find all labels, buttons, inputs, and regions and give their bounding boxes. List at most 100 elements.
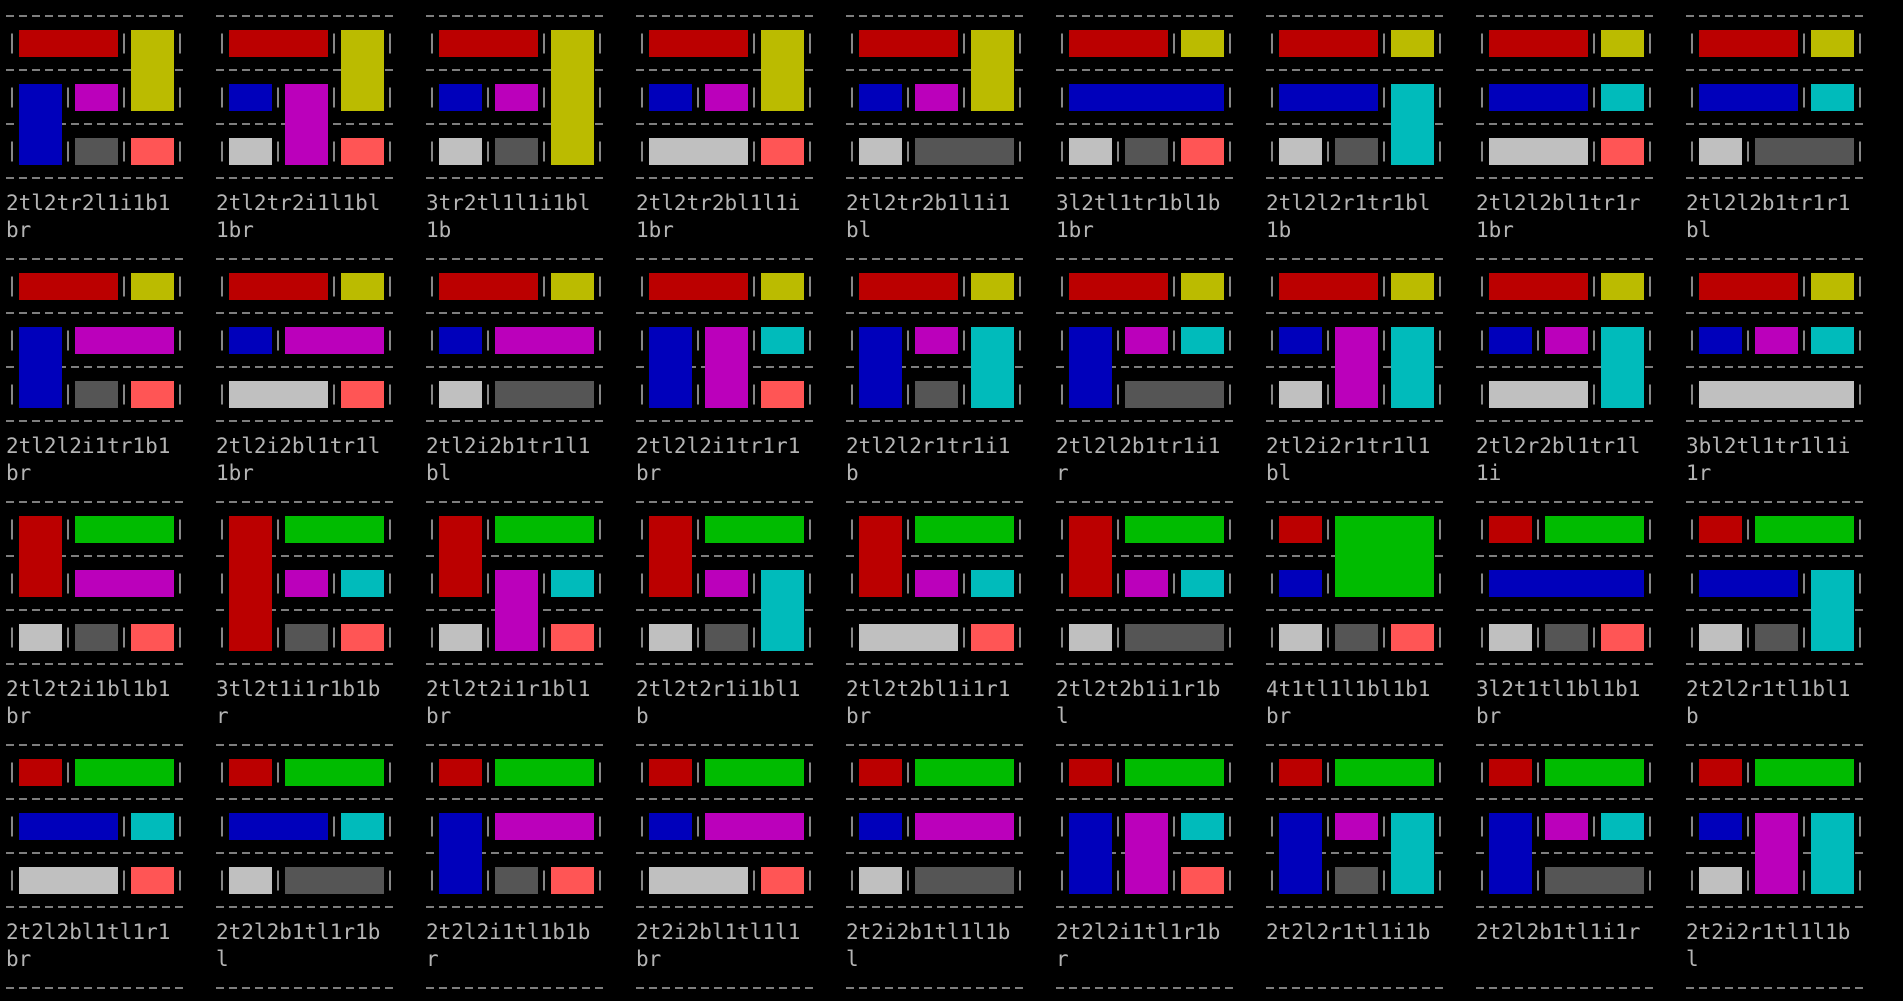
color-block <box>761 381 804 408</box>
color-block <box>915 138 1014 165</box>
color-block <box>761 867 804 894</box>
color-block <box>341 138 384 165</box>
color-block <box>1811 84 1854 111</box>
color-block <box>1069 30 1168 57</box>
color-block <box>1335 516 1434 597</box>
color-block <box>1181 570 1224 597</box>
color-block <box>1489 30 1588 57</box>
color-block <box>649 30 748 57</box>
color-block <box>1811 273 1854 300</box>
color-block <box>1755 813 1798 894</box>
layout-label: l <box>846 947 859 971</box>
layout-label: r <box>216 704 229 728</box>
layout-label: br <box>1476 704 1501 728</box>
color-block <box>915 84 958 111</box>
color-block <box>1335 867 1378 894</box>
color-block <box>1545 759 1644 786</box>
layout-label: 1br <box>216 218 254 242</box>
color-block <box>75 516 174 543</box>
color-block <box>19 813 118 840</box>
color-block <box>1279 759 1322 786</box>
layout-label: br <box>6 461 31 485</box>
color-block <box>495 867 538 894</box>
color-block <box>1125 138 1168 165</box>
color-block <box>1489 759 1532 786</box>
color-block <box>1181 273 1224 300</box>
color-block <box>1699 327 1742 354</box>
color-block <box>859 327 902 408</box>
color-block <box>705 570 748 597</box>
layout-label: r <box>1056 947 1069 971</box>
layout-label: 2t2i2b1tl1l1b <box>846 920 1010 944</box>
layout-label: bl <box>426 461 451 485</box>
color-block <box>439 516 482 597</box>
color-block <box>495 813 594 840</box>
layout-label: br <box>1266 704 1291 728</box>
color-block <box>1699 516 1742 543</box>
color-block <box>341 273 384 300</box>
color-block <box>551 867 594 894</box>
color-block <box>229 813 328 840</box>
color-block <box>19 84 62 165</box>
color-block <box>1601 84 1644 111</box>
color-block <box>1279 381 1322 408</box>
layout-label: 2tl2t2b1i1r1b <box>1056 677 1220 701</box>
color-block <box>229 138 272 165</box>
layout-label: 2tl2tr2b1l1i1 <box>846 191 1010 215</box>
color-block <box>971 570 1014 597</box>
color-block <box>1489 516 1532 543</box>
color-block <box>859 813 902 840</box>
color-block <box>1181 867 1224 894</box>
color-block <box>859 624 958 651</box>
layout-label: 3tr2tl1l1i1bl <box>426 191 590 215</box>
color-block <box>439 624 482 651</box>
color-block <box>439 813 482 894</box>
color-block <box>649 867 748 894</box>
color-block <box>915 570 958 597</box>
color-block <box>1279 273 1378 300</box>
color-block <box>705 813 804 840</box>
layout-label: 3bl2tl1tr1l1i <box>1686 434 1850 458</box>
color-block <box>439 759 482 786</box>
color-block <box>229 84 272 111</box>
layout-label: 2t2l2bl1tl1r1 <box>6 920 170 944</box>
color-block <box>649 624 692 651</box>
layout-label: 1i <box>1476 461 1501 485</box>
color-block <box>1755 327 1798 354</box>
color-block <box>915 759 1014 786</box>
color-block <box>1811 30 1854 57</box>
color-block <box>1489 624 1532 651</box>
layout-label: 2tl2l2bl1tr1r <box>1476 191 1640 215</box>
color-block <box>1279 813 1322 894</box>
color-block <box>19 273 118 300</box>
color-block <box>439 273 538 300</box>
color-block <box>1755 624 1798 651</box>
color-block <box>19 867 118 894</box>
color-block <box>439 138 482 165</box>
layout-label: 2tl2tr2i1l1bl <box>216 191 380 215</box>
color-block <box>1699 381 1854 408</box>
layout-label: b <box>1686 704 1699 728</box>
color-block <box>649 516 692 597</box>
color-block <box>1601 624 1644 651</box>
color-block <box>971 624 1014 651</box>
color-block <box>229 327 272 354</box>
color-block <box>285 327 384 354</box>
layout-label: 1br <box>636 218 674 242</box>
color-block <box>1181 138 1224 165</box>
color-block <box>75 381 118 408</box>
color-block <box>915 516 1014 543</box>
color-block <box>75 624 118 651</box>
color-block <box>1335 327 1378 408</box>
color-block <box>229 867 272 894</box>
color-block <box>705 516 804 543</box>
color-block <box>649 138 748 165</box>
layout-label: 2tl2i2bl1tr1l <box>216 434 380 458</box>
color-block <box>1391 327 1434 408</box>
color-block <box>649 759 692 786</box>
color-block <box>971 30 1014 111</box>
layout-label: l <box>216 947 229 971</box>
layout-label: 3tl2t1i1r1b1b <box>216 677 380 701</box>
color-block <box>1699 624 1742 651</box>
